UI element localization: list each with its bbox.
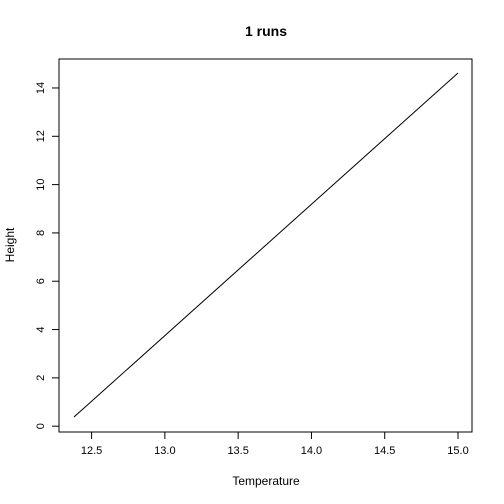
y-tick-label: 8 — [35, 230, 47, 236]
series-group — [73, 72, 459, 418]
y-tick-label: 12 — [35, 130, 47, 142]
x-tick-label: 13.0 — [154, 445, 175, 457]
y-tick-label: 4 — [35, 326, 47, 332]
y-axis-label: Height — [3, 227, 17, 262]
y-tick-label: 6 — [35, 278, 47, 284]
y-tick-label: 2 — [35, 375, 47, 381]
x-tick-label: 13.5 — [227, 445, 248, 457]
x-tick-label: 15.0 — [447, 445, 468, 457]
y-tick-label: 14 — [35, 82, 47, 94]
y-tick-label: 10 — [35, 178, 47, 190]
y-axis: 0 2 4 6 8 10 12 14 — [35, 82, 60, 429]
x-axis-label: Temperature — [232, 474, 300, 488]
series-line — [73, 72, 459, 418]
x-tick-label: 14.5 — [374, 445, 395, 457]
x-axis: 12.5 13.0 13.5 14.0 14.5 15.0 — [81, 431, 469, 457]
chart-title: 1 runs — [245, 23, 287, 39]
x-tick-label: 14.0 — [301, 445, 322, 457]
x-tick-label: 12.5 — [81, 445, 102, 457]
y-tick-label: 0 — [35, 423, 47, 429]
